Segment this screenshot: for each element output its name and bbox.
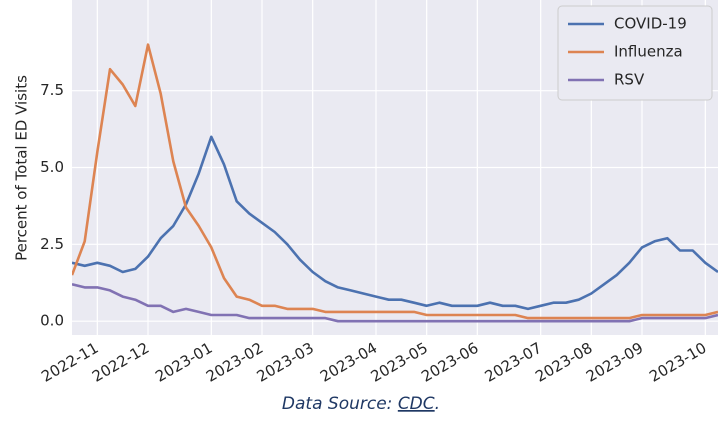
x-tick-label: 2023-06 <box>418 339 481 386</box>
x-tick-label: 2023-02 <box>203 339 266 386</box>
y-tick-label: 0.0 <box>40 312 64 330</box>
legend <box>557 5 713 101</box>
x-tick-label: 2023-01 <box>152 339 215 386</box>
caption: Data Source: CDC. <box>282 394 440 414</box>
legend-label: RSV <box>614 71 645 89</box>
legend-label: COVID-19 <box>614 15 687 33</box>
y-tick-label: 2.5 <box>40 235 64 253</box>
line-series <box>72 283 718 323</box>
line-series <box>72 43 718 320</box>
source-label: Data Source: <box>282 394 392 414</box>
source-end: . <box>435 394 440 414</box>
x-tick-label: 2023-05 <box>368 339 431 386</box>
x-tick-label: 2023-09 <box>583 339 646 386</box>
y-tick-label: 5.0 <box>40 158 64 176</box>
x-tick-label: 2023-03 <box>254 339 317 386</box>
x-tick-label: 2022-12 <box>89 339 152 386</box>
x-tick-label: 2023-04 <box>317 339 380 386</box>
legend-label: Influenza <box>614 43 683 61</box>
line-series <box>72 135 718 311</box>
source-link[interactable]: CDC <box>398 394 435 414</box>
x-tick-label: 2023-07 <box>482 339 545 386</box>
y-axis-label: Percent of Total ED Visits <box>13 75 31 261</box>
x-tick-label: 2023-08 <box>532 339 595 386</box>
x-tick-label: 2022-11 <box>38 339 101 386</box>
y-tick-label: 7.5 <box>40 81 64 99</box>
x-tick-label: 2023-10 <box>646 339 709 386</box>
